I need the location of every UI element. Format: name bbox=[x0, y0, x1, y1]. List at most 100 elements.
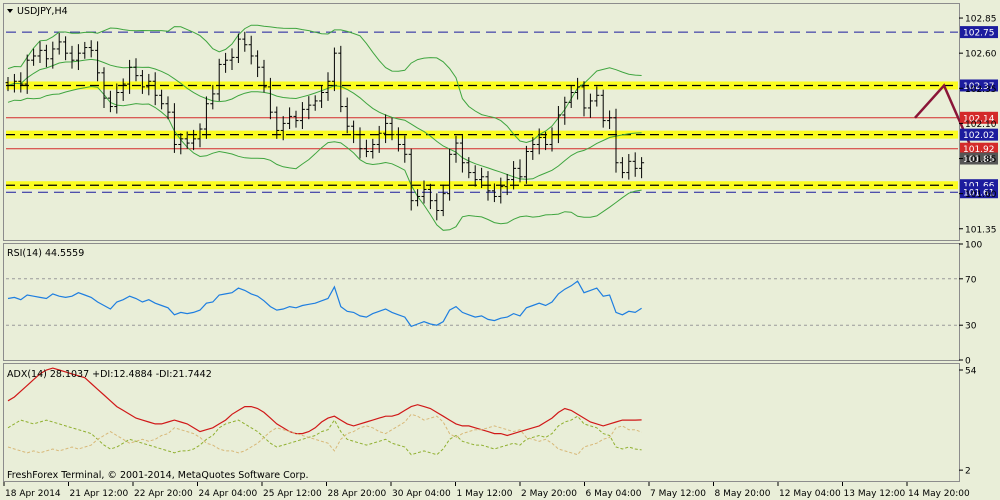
price-tick-label: 101.85 bbox=[965, 155, 997, 165]
rsi-indicator: 100 70 30 0 bbox=[6, 241, 982, 367]
candle bbox=[319, 85, 325, 108]
candle bbox=[287, 107, 293, 130]
adx-indicator: 54 2 bbox=[7, 367, 977, 477]
candle bbox=[408, 148, 414, 211]
candle bbox=[31, 48, 37, 66]
candle bbox=[280, 116, 286, 141]
rsi-title: RSI(14) 44.5559 bbox=[7, 248, 84, 259]
price-tick-label: 102.85 bbox=[965, 15, 997, 25]
candle bbox=[159, 89, 165, 110]
price-tick-label: 101.60 bbox=[965, 190, 997, 200]
candle bbox=[95, 41, 101, 82]
candle bbox=[466, 157, 472, 179]
candle bbox=[626, 154, 632, 180]
candle bbox=[24, 54, 30, 94]
candle bbox=[255, 50, 261, 78]
candle bbox=[421, 180, 427, 204]
candle bbox=[101, 67, 107, 108]
candle bbox=[11, 73, 17, 93]
candle bbox=[600, 89, 606, 128]
symbol-title: USDJPY,H4 bbox=[17, 6, 68, 17]
candle bbox=[146, 73, 152, 96]
candle bbox=[306, 96, 312, 120]
candle bbox=[82, 41, 88, 59]
candle bbox=[504, 173, 510, 196]
rsi-panel[interactable] bbox=[3, 243, 960, 361]
candle bbox=[613, 108, 619, 173]
time-tick-label: 28 Apr 20:00 bbox=[328, 489, 387, 499]
candle bbox=[619, 157, 625, 179]
candle bbox=[235, 33, 241, 63]
bb-middle bbox=[7, 58, 642, 180]
candle bbox=[543, 131, 549, 151]
candle bbox=[587, 93, 593, 118]
candle bbox=[88, 40, 94, 58]
adx-line bbox=[7, 367, 642, 437]
candle bbox=[197, 123, 203, 148]
level-label-box bbox=[960, 111, 998, 124]
price-tick-label: 102.10 bbox=[965, 120, 997, 130]
time-tick-label: 7 May 12:00 bbox=[650, 489, 706, 499]
candle bbox=[133, 58, 139, 82]
candle bbox=[248, 35, 254, 65]
candle bbox=[152, 72, 158, 106]
time-tick-label: 21 Apr 12:00 bbox=[70, 489, 129, 499]
candle bbox=[139, 70, 145, 94]
candle bbox=[325, 72, 331, 101]
candle bbox=[453, 135, 459, 163]
candle bbox=[63, 36, 69, 61]
candle bbox=[293, 110, 299, 128]
time-tick-label: 1 May 12:00 bbox=[457, 489, 513, 499]
candle bbox=[363, 139, 369, 158]
candle bbox=[351, 120, 357, 144]
candle bbox=[498, 177, 504, 204]
candle bbox=[37, 41, 43, 63]
adx-tick-label: 54 bbox=[965, 367, 977, 377]
candle bbox=[376, 125, 382, 153]
candle bbox=[530, 137, 536, 160]
candle bbox=[383, 114, 389, 144]
time-tick-label: 25 Apr 12:00 bbox=[263, 489, 322, 499]
adx-panel[interactable] bbox=[3, 363, 960, 482]
level-label-box bbox=[960, 128, 998, 141]
candle bbox=[203, 96, 209, 139]
level-label: 101.61 bbox=[963, 189, 995, 199]
minus-di-line bbox=[7, 413, 642, 456]
time-tick-label: 13 May 12:00 bbox=[844, 489, 906, 499]
time-tick-label: 18 Apr 2014 bbox=[5, 489, 61, 499]
time-tick-label: 2 May 20:00 bbox=[521, 489, 577, 499]
candle bbox=[511, 161, 517, 190]
time-tick-label: 6 May 04:00 bbox=[586, 489, 642, 499]
level-label-box bbox=[960, 26, 998, 39]
candle bbox=[242, 31, 248, 52]
level-label: 101.92 bbox=[963, 145, 995, 155]
bollinger-bands bbox=[7, 24, 642, 231]
candle bbox=[114, 83, 120, 114]
level-label-box bbox=[960, 142, 998, 155]
symbol-dropdown-icon[interactable] bbox=[7, 9, 13, 13]
level-label-box bbox=[960, 152, 998, 165]
rsi-tick-label: 30 bbox=[965, 322, 977, 332]
candle bbox=[434, 193, 440, 221]
candle bbox=[402, 135, 408, 163]
candle bbox=[5, 77, 11, 92]
price-tick-label: 102.60 bbox=[965, 50, 997, 60]
candle bbox=[184, 131, 190, 149]
rsi-line bbox=[7, 280, 642, 328]
time-tick-label: 14 May 20:00 bbox=[908, 489, 970, 499]
level-label-box bbox=[960, 79, 998, 92]
rsi-tick-label: 70 bbox=[965, 275, 977, 285]
candle bbox=[43, 44, 49, 68]
candle bbox=[344, 97, 350, 134]
level-label: 101.85 bbox=[963, 155, 995, 165]
time-tick-label: 12 May 04:00 bbox=[779, 489, 841, 499]
price-axis: 102.85102.60102.35102.10101.85101.60101.… bbox=[959, 15, 997, 235]
level-label: 102.75 bbox=[963, 29, 995, 39]
candle bbox=[370, 138, 376, 159]
candle bbox=[607, 110, 613, 130]
rsi-tick-label: 0 bbox=[965, 357, 971, 367]
price-panel[interactable] bbox=[3, 3, 960, 241]
candle bbox=[191, 129, 197, 151]
